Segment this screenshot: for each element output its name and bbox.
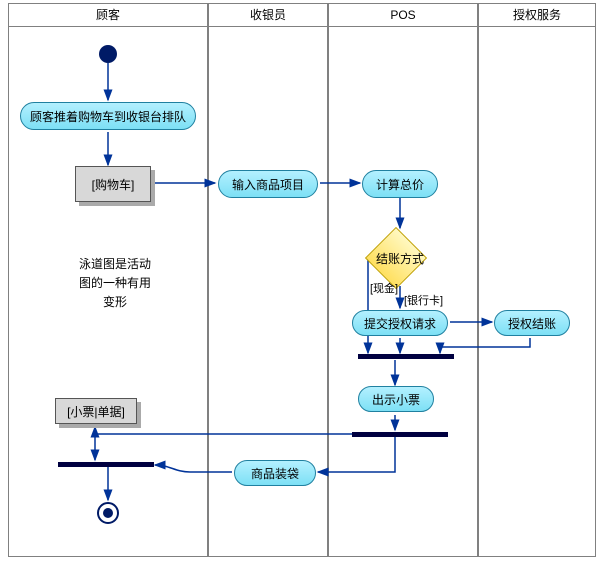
note-line: 变形 [60,293,170,312]
activity-label: 计算总价 [376,176,424,193]
sync-bar-2 [352,432,448,437]
activity-label: 授权结账 [508,315,556,332]
object-label: [小票|单据] [67,403,125,420]
activity-label: 提交授权请求 [364,315,436,332]
activity-submit-auth: 提交授权请求 [352,310,448,336]
lane-label: 顾客 [96,8,120,22]
lane-header-cashier: 收银员 [208,3,328,27]
edge-label-card: [银行卡] [404,292,443,308]
object-cart: [购物车] [75,166,151,202]
final-node [97,502,119,524]
activity-label: 商品装袋 [251,465,299,482]
object-receipt: [小票|单据] [55,398,137,424]
lane-body [478,27,596,557]
sync-bar-1 [358,354,454,359]
activity-bagging: 商品装袋 [234,460,316,486]
activity-label: 出示小票 [372,391,420,408]
activity-queue: 顾客推着购物车到收银台排队 [20,102,196,130]
activity-auth-checkout: 授权结账 [494,310,570,336]
lane-body [328,27,478,557]
lane-label: 授权服务 [513,8,561,22]
activity-input-item: 输入商品项目 [218,170,318,198]
lane-header-customer: 顾客 [8,3,208,27]
lane-label: POS [390,8,415,22]
lane-header-auth: 授权服务 [478,3,596,27]
initial-node [99,45,117,63]
activity-label: 输入商品项目 [232,176,304,193]
note-line: 泳道图是活动 [60,255,170,274]
edge-label-cash: [现金] [370,280,398,296]
lane-label: 收银员 [250,8,286,22]
note-text: 泳道图是活动 图的一种有用 变形 [60,255,170,313]
activity-label: 顾客推着购物车到收银台排队 [30,108,186,125]
swimlane-diagram: 顾客 收银员 POS 授权服务 [0,0,607,564]
sync-bar-3 [58,462,154,467]
lane-header-pos: POS [328,3,478,27]
activity-receipt: 出示小票 [358,386,434,412]
object-label: [购物车] [92,176,135,193]
activity-calc-total: 计算总价 [362,170,438,198]
note-line: 图的一种有用 [60,274,170,293]
